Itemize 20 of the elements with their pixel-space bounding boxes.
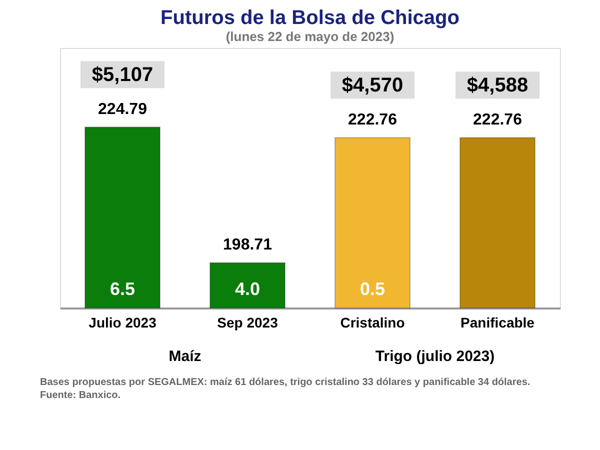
annotation: 0.5 <box>360 279 386 299</box>
chart-title: Futuros de la Bolsa de Chicago <box>160 7 460 29</box>
data-label: 222.76 <box>348 112 398 129</box>
x-tick-label: Julio 2023 <box>88 314 157 330</box>
annotation: 4.0 <box>234 279 260 299</box>
x-tick-label: Panificable <box>460 314 535 330</box>
x-tick-label: Cristalino <box>340 314 405 330</box>
annotation: 6.5 <box>110 279 136 299</box>
text: Maíz <box>168 348 202 365</box>
annotation: $4,570 <box>342 74 404 97</box>
x-tick-label: Sep 2023 <box>217 314 278 330</box>
text: Bases propuestas por SEGALMEX: maíz 61 dólares, trigo cristalino 33 dólares y panificable 34 dólares. <box>40 377 530 388</box>
annotation: $5,107 <box>92 64 154 86</box>
text: Trigo (julio 2023) <box>375 348 495 365</box>
chart-subtitle: (lunes 22 de mayo de 2023) <box>226 29 394 44</box>
data-label: 224.79 <box>98 101 148 118</box>
data-label: 198.71 <box>223 236 272 254</box>
source-note: Fuente: Banxico. <box>40 390 121 401</box>
annotation: $4,588 <box>466 74 528 97</box>
data-label: 222.76 <box>473 112 522 129</box>
